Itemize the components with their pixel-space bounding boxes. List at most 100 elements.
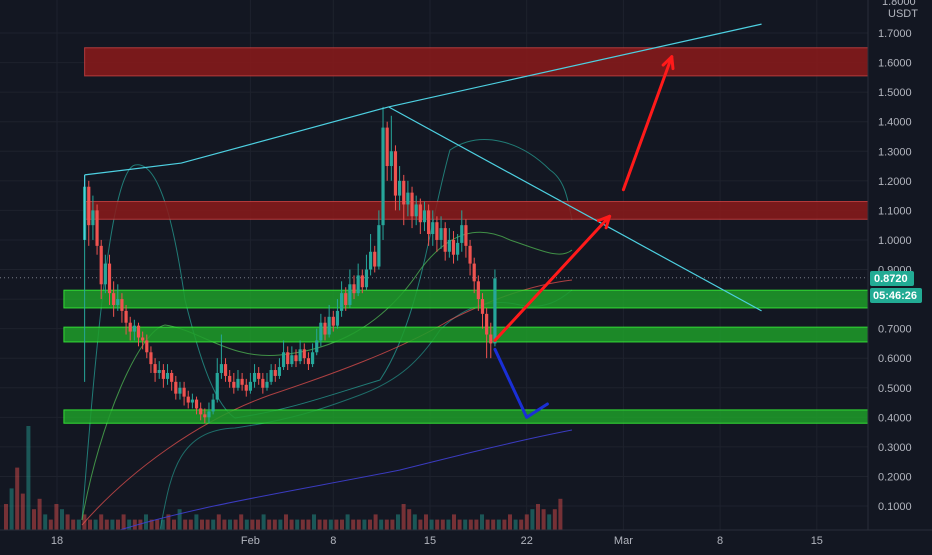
volume-bar — [407, 509, 412, 530]
zone-support-mid — [63, 326, 869, 343]
candle-body — [460, 225, 464, 243]
volume-bar — [519, 519, 524, 530]
volume-bar — [211, 519, 216, 530]
candle-body — [485, 313, 489, 335]
zone-support-upper — [63, 289, 869, 309]
price-tick-label: 1.2000 — [878, 176, 912, 188]
volume-bar — [9, 488, 14, 530]
volume-bar — [345, 514, 350, 530]
candle-body — [236, 378, 240, 388]
volume-bar — [396, 514, 400, 530]
candle-body — [174, 381, 178, 394]
candle-body — [327, 316, 331, 335]
candle-body — [112, 293, 116, 305]
candle-body — [277, 367, 282, 376]
volume-bar — [138, 519, 143, 530]
candle-body — [182, 387, 186, 397]
candle-body — [356, 275, 360, 294]
volume-bar — [200, 519, 204, 530]
volume-bar — [172, 519, 176, 530]
volume-bar — [48, 519, 53, 530]
candle-body — [240, 378, 244, 385]
bullish-arrow-2 — [621, 55, 674, 192]
currency-label: USDT — [888, 8, 918, 20]
candle-body — [422, 210, 427, 223]
volume-bar — [76, 519, 81, 530]
countdown-tag[interactable] — [870, 288, 922, 303]
volume-bar — [216, 514, 221, 530]
candle-body — [178, 387, 182, 394]
candle-body — [91, 210, 95, 226]
volume-layer — [4, 426, 563, 530]
volume-bar — [300, 519, 305, 530]
volume-bar — [362, 519, 367, 530]
volume-bar — [485, 519, 490, 530]
price-tick-label: 1.4000 — [878, 117, 912, 129]
candle-body — [161, 370, 165, 379]
candle-body — [141, 337, 145, 341]
volume-bar — [20, 493, 25, 530]
candle-body — [269, 370, 273, 382]
time-axis-background[interactable] — [0, 530, 868, 550]
candle-body — [344, 293, 348, 305]
last-price-label: 0.8720 — [874, 273, 908, 285]
candle-body — [389, 151, 393, 167]
candle-body — [431, 222, 435, 235]
volume-bar — [463, 519, 468, 530]
candle-body — [244, 384, 248, 391]
candle-body — [211, 399, 215, 412]
price-tick-label: 0.2000 — [878, 471, 912, 483]
volume-bar — [166, 514, 171, 530]
volume-bar — [541, 509, 546, 530]
volume-bar — [15, 467, 20, 530]
volume-bar — [552, 509, 557, 530]
candle-body — [393, 151, 398, 196]
volume-bar — [272, 519, 277, 530]
candle-body — [298, 349, 302, 362]
volume-bar — [457, 519, 462, 530]
candle-body — [273, 370, 277, 376]
candle-body — [207, 411, 211, 418]
volume-bar — [93, 519, 98, 530]
volume-bar — [160, 519, 165, 530]
price-tick-label: 0.4000 — [878, 412, 912, 424]
volume-bar — [435, 519, 440, 530]
price-tick-label: 1.1000 — [878, 205, 912, 217]
volume-bar — [60, 509, 64, 530]
volume-bar — [177, 509, 182, 530]
volume-bar — [222, 519, 227, 530]
volume-bar — [284, 514, 288, 530]
candle-body — [107, 263, 112, 294]
bullish-arrow-1-head — [596, 214, 612, 230]
candle-body — [310, 352, 315, 365]
volume-bar — [508, 514, 512, 530]
volume-bar — [65, 514, 70, 530]
candle-body — [447, 239, 451, 252]
volume-bar — [373, 514, 378, 530]
price-tags: 0.8720 05:46:26 — [870, 271, 922, 303]
volume-bar — [334, 519, 339, 530]
volume-bar — [71, 519, 76, 530]
candle-body — [476, 281, 480, 300]
candle-body — [435, 222, 439, 240]
volume-bar — [356, 519, 361, 530]
candle-body — [315, 340, 319, 353]
candle-body — [331, 316, 335, 326]
candle-body — [427, 210, 431, 235]
price-tick-label: 0.1000 — [878, 501, 912, 513]
candle-body — [410, 192, 414, 217]
candle-body — [261, 378, 265, 388]
candle-body — [149, 352, 153, 365]
candle-body — [153, 364, 157, 373]
volume-bar — [155, 519, 160, 530]
volume-bar — [328, 519, 333, 530]
volume-bar — [468, 519, 473, 530]
volume-bar — [149, 519, 154, 530]
candle-body — [402, 180, 406, 205]
volume-bar — [183, 519, 188, 530]
candle-body — [443, 228, 447, 252]
last-price-tag[interactable] — [870, 271, 914, 286]
candle-layer — [83, 106, 497, 424]
